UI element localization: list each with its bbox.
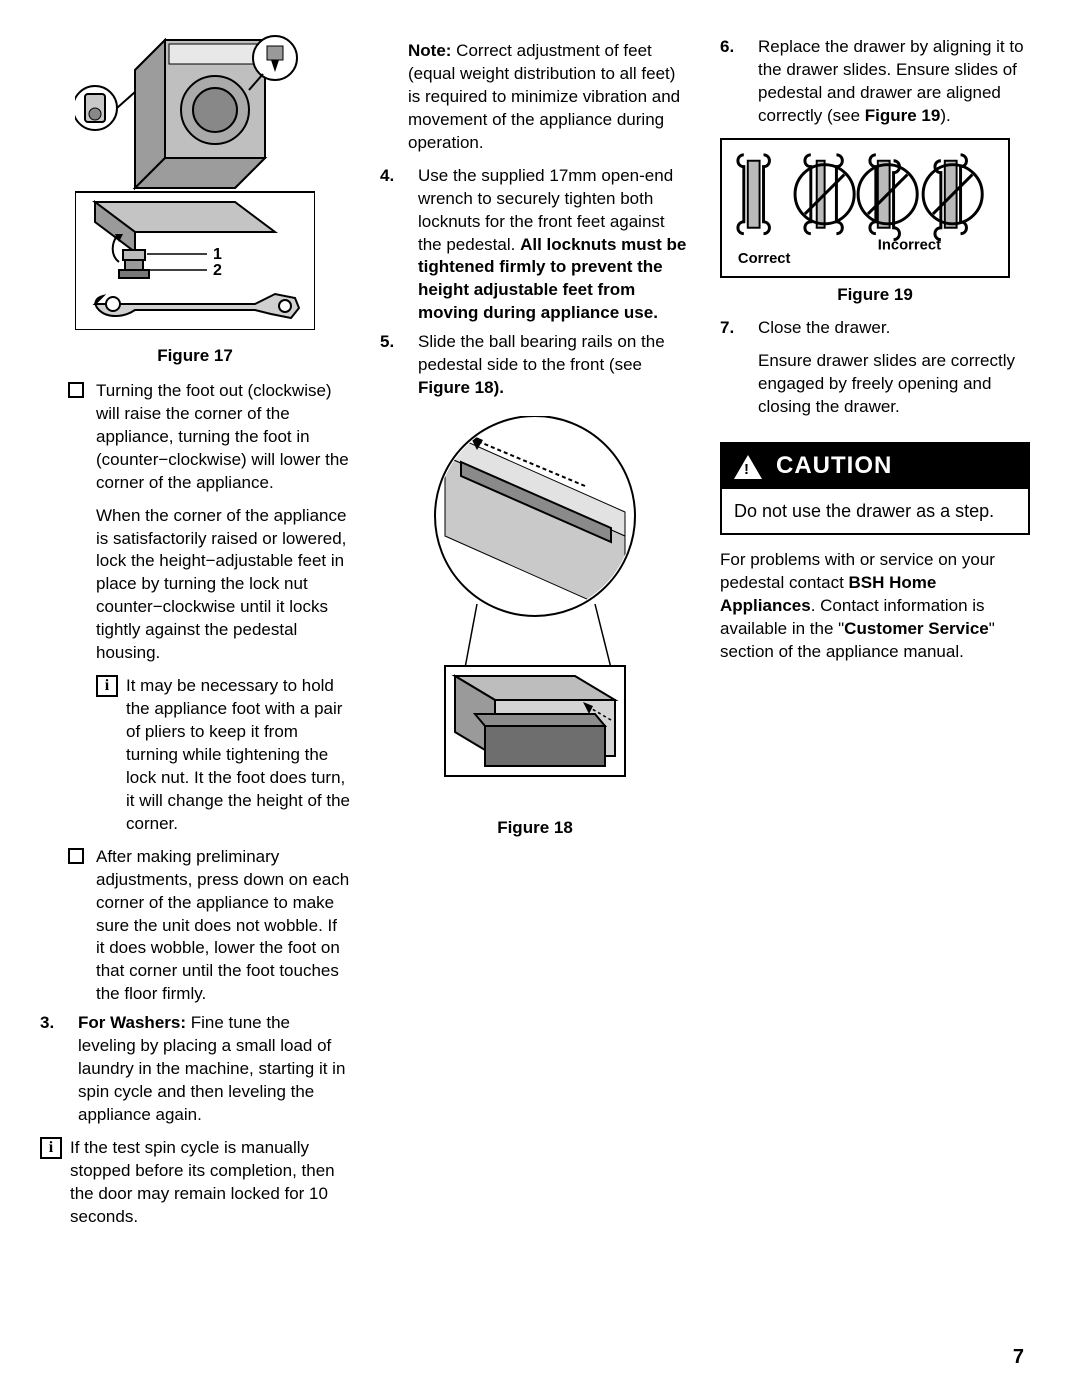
step-number: 4. bbox=[380, 165, 406, 326]
info-icon: i bbox=[40, 1137, 62, 1159]
warning-icon bbox=[734, 455, 762, 479]
step-3: 3. For Washers: Fine tune the leveling b… bbox=[40, 1012, 350, 1127]
fig19-incorrect-label: Incorrect bbox=[878, 237, 941, 253]
step-number: 6. bbox=[720, 36, 746, 128]
bullet-turn-foot: Turning the foot out (clockwise) will ra… bbox=[68, 380, 350, 495]
step-number: 3. bbox=[40, 1012, 66, 1127]
info-icon: i bbox=[96, 675, 118, 697]
step-number: 5. bbox=[380, 331, 406, 400]
info-text: If the test spin cycle is manually stopp… bbox=[70, 1137, 350, 1229]
figure-19-caption: Figure 19 bbox=[720, 284, 1030, 307]
step-5: 5. Slide the ball bearing rails on the p… bbox=[380, 331, 690, 400]
info-pliers: i It may be necessary to hold the applia… bbox=[68, 675, 350, 836]
bullet-preliminary: After making preliminary adjustments, pr… bbox=[68, 846, 350, 1007]
fig17-label-2: 2 bbox=[213, 262, 222, 279]
bullet-text: After making preliminary adjustments, pr… bbox=[96, 846, 350, 1007]
bullet-text-cont: When the corner of the appliance is sati… bbox=[68, 505, 350, 666]
step-7-a: Close the drawer. bbox=[758, 317, 1030, 340]
caution-title: CAUTION bbox=[776, 450, 892, 482]
washer-foot-svg: 1 2 bbox=[75, 30, 315, 330]
column-2: Note: Correct adjustment of feet (equal … bbox=[380, 30, 690, 1239]
step-7-b: Ensure drawer slides are correctly engag… bbox=[758, 350, 1030, 419]
step-7: 7. Close the drawer. Ensure drawer slide… bbox=[720, 317, 1030, 429]
step-number: 7. bbox=[720, 317, 746, 429]
checkbox-icon bbox=[68, 382, 84, 398]
step-6-tail: ). bbox=[940, 106, 950, 125]
service-paragraph: For problems with or service on your ped… bbox=[720, 549, 1030, 664]
service-bold2: Customer Service bbox=[844, 619, 989, 638]
note-paragraph: Note: Correct adjustment of feet (equal … bbox=[380, 40, 690, 155]
step-4: 4. Use the supplied 17mm open-end wrench… bbox=[380, 165, 690, 326]
bullet-text: Turning the foot out (clockwise) will ra… bbox=[96, 380, 350, 495]
step-text: For Washers: Fine tune the leveling by p… bbox=[78, 1012, 350, 1127]
note-bold: Note: bbox=[408, 41, 451, 60]
fig19-correct-label: Correct bbox=[738, 251, 791, 267]
step-5-bold: Figure 18). bbox=[418, 378, 504, 397]
step-6-bold: Figure 19 bbox=[865, 106, 941, 125]
step-5-a: Slide the ball bearing rails on the pede… bbox=[418, 332, 665, 374]
figure-18-illustration bbox=[425, 416, 645, 803]
column-1: 1 2 Figure 17 Turning the foot out (cloc… bbox=[40, 30, 350, 1239]
figure-19-illustration: Correct Incorrect bbox=[720, 138, 1010, 278]
figure-18-caption: Figure 18 bbox=[380, 817, 690, 840]
page-number: 7 bbox=[1013, 1344, 1024, 1371]
step-text: Slide the ball bearing rails on the pede… bbox=[418, 331, 690, 400]
info-text: It may be necessary to hold the applianc… bbox=[126, 675, 350, 836]
drawer-rail-svg bbox=[425, 416, 645, 796]
fig17-label-1: 1 bbox=[213, 246, 222, 263]
figure-17-caption: Figure 17 bbox=[40, 345, 350, 368]
caution-header: CAUTION bbox=[722, 444, 1028, 488]
info-spin: i If the test spin cycle is manually sto… bbox=[40, 1137, 350, 1229]
caution-box: CAUTION Do not use the drawer as a step. bbox=[720, 442, 1030, 535]
figure-17-illustration: 1 2 bbox=[75, 30, 315, 337]
caution-body: Do not use the drawer as a step. bbox=[722, 489, 1028, 533]
step-3-bold: For Washers: bbox=[78, 1013, 186, 1032]
step-text: Replace the drawer by aligning it to the… bbox=[758, 36, 1030, 128]
checkbox-icon bbox=[68, 848, 84, 864]
drawer-slide-svg: Correct Incorrect bbox=[732, 148, 998, 272]
step-6: 6. Replace the drawer by aligning it to … bbox=[720, 36, 1030, 128]
step-text: Use the supplied 17mm open-end wrench to… bbox=[418, 165, 690, 326]
column-3: 6. Replace the drawer by aligning it to … bbox=[720, 30, 1030, 1239]
